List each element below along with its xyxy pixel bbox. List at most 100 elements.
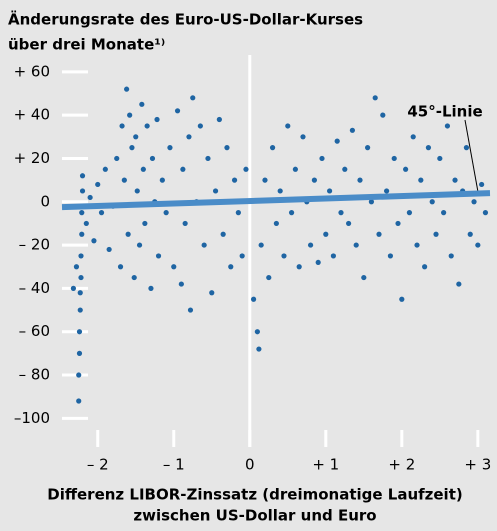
point [365,145,371,151]
annotation-leader [464,119,479,193]
point [368,199,375,205]
point [154,116,160,123]
point [171,264,177,270]
point [448,253,454,259]
point [186,134,192,140]
point [155,253,162,259]
point [83,220,89,227]
point [395,220,401,227]
point [220,231,226,237]
point [243,166,249,172]
point [482,210,489,216]
point [167,145,173,151]
point [410,134,416,140]
point [292,166,298,172]
point [209,290,215,296]
point [98,210,105,216]
y-tick-label: + 60 [14,62,50,80]
point [422,264,428,270]
point [258,242,264,248]
point [288,210,295,216]
point [182,220,188,227]
point [77,307,83,313]
point [353,242,359,248]
point [262,177,268,183]
point [124,86,130,92]
point [357,177,363,183]
point [471,199,477,205]
point [452,177,458,183]
point [102,166,108,172]
point [429,199,435,205]
point [79,173,86,179]
point [178,281,184,287]
point [134,188,140,194]
point [307,242,314,248]
point [70,285,77,291]
point [444,123,451,129]
point [311,177,317,183]
point [372,95,378,101]
point [281,253,287,259]
point [76,329,83,335]
point [216,116,222,123]
point [418,177,424,183]
point [201,242,207,248]
point [250,296,257,302]
point [330,253,336,259]
point [467,231,473,237]
point [384,188,390,194]
point [346,220,352,227]
x-tick-label: – 2 [87,456,109,474]
point [78,253,84,259]
point [273,220,279,227]
point [277,188,283,194]
point [79,210,85,216]
point [228,264,234,270]
y-tick-label: 0 [40,192,50,210]
y-tick-label: – 60 [19,322,50,340]
point [235,210,241,216]
y-tick-label: – 20 [19,236,50,254]
point [139,101,145,107]
point [87,194,93,201]
point [403,166,409,172]
point [463,145,470,151]
point [296,264,302,270]
point [338,210,344,216]
point [399,296,405,302]
point [349,127,356,133]
point [76,398,82,404]
point [441,210,447,216]
point [361,274,367,281]
point [224,145,230,151]
point [315,259,321,266]
point [117,264,124,270]
y-tick-label: –100 [14,409,50,427]
point [144,123,150,129]
point [127,112,133,118]
y-tick-label: – 40 [19,279,50,297]
point [269,145,276,151]
point [300,134,306,140]
point [142,220,148,227]
point [376,231,382,237]
point [148,285,154,291]
point [78,274,84,281]
point [326,188,333,194]
point [131,274,137,281]
point [433,231,439,237]
point [456,281,462,287]
point [133,134,139,140]
y-tick-label: + 40 [14,106,50,124]
point [125,231,131,237]
point [212,188,219,194]
point [231,177,238,183]
point [76,350,83,356]
point [197,123,203,129]
x-axis-label: Differenz LIBOR-Zinssatz (dreimonatige L… [47,486,462,504]
chart-title: Änderungsrate des Euro-US-Dollar-Kurses [8,10,363,29]
point [437,155,443,162]
point [190,95,196,101]
